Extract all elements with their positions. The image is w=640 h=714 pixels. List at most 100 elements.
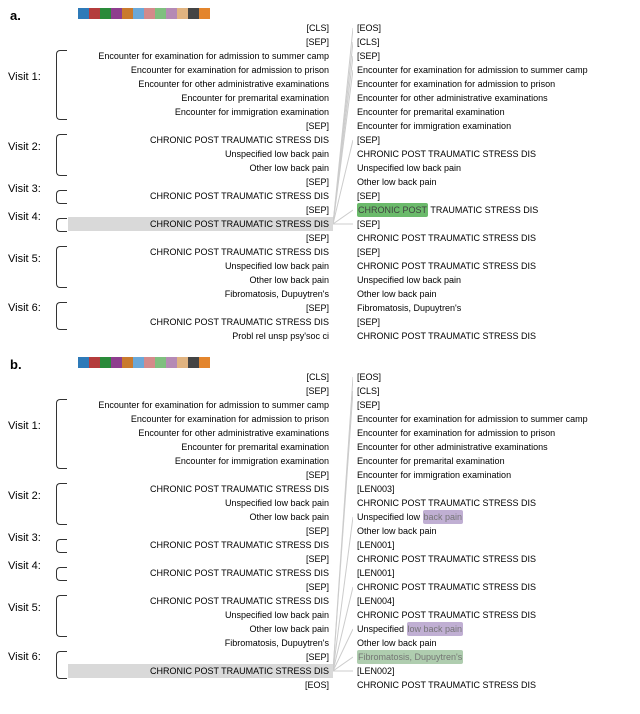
token-row: Encounter for examination for admission … [68,412,333,426]
attention-lines [333,370,353,692]
token-row: Other low back pain [353,287,598,301]
palette-swatch [166,8,177,19]
token-row: [SEP] [68,175,333,189]
visit-label: Visit 3: [8,532,41,544]
token-row: Other low back pain [68,510,333,524]
palette-swatch [177,357,188,368]
visit-label: Visit 1: [8,71,41,83]
token-row: [CLS] [68,21,333,35]
palette-swatch [111,8,122,19]
palette-swatch [100,8,111,19]
panel: b.Visit 1:Visit 2:Visit 3:Visit 4:Visit … [8,357,632,692]
visit-label: Visit 5: [8,253,41,265]
columns: Visit 1:Visit 2:Visit 3:Visit 4:Visit 5:… [8,21,632,343]
token-row: [SEP] [353,189,598,203]
token-row: Encounter for premarital examination [353,105,598,119]
palette-strip [78,357,632,368]
token-row: [SEP] [68,35,333,49]
visit-bracket [56,50,67,120]
token-row: CHRONIC POST TRAUMATIC STRESS DIS [68,217,333,231]
token-row: [SEP] [353,49,598,63]
token-row: CHRONIC POST TRAUMATIC STRESS DIS [353,231,598,245]
palette-swatch [177,8,188,19]
token-row: Unspecified low back pain [68,608,333,622]
right-token-column: [EOS][CLS][SEP]Encounter for examination… [353,370,598,692]
token-row: CHRONIC POST TRAUMATIC STRESS DIS [353,147,598,161]
token-row: [SEP] [353,217,598,231]
token-row: [LEN003] [353,482,598,496]
visit-bracket [56,302,67,330]
token-row: Fibromatosis, Dupuytren's [353,301,598,315]
token-row: [SEP] [68,650,333,664]
token-row: [CLS] [353,384,598,398]
token-row: Encounter for immigration examination [353,468,598,482]
palette-swatch [199,357,210,368]
token-row: Fibromatosis, Dupuytren's [68,287,333,301]
attention-highlight: back pain [423,510,464,524]
visit-label: Visit 4: [8,560,41,572]
palette-swatch [78,357,89,368]
palette-swatch [199,8,210,19]
left-token-column: [CLS][SEP]Encounter for examination for … [68,370,333,692]
token-row: CHRONIC POST TRAUMATIC STRESS DIS [68,566,333,580]
token-row: Encounter for examination for admission … [68,63,333,77]
palette-swatch [100,357,111,368]
token-row: [SEP] [353,245,598,259]
token-row: [SEP] [68,468,333,482]
token-row: CHRONIC POST TRAUMATIC STRESS DIS [68,133,333,147]
token-row: Encounter for other administrative exami… [353,440,598,454]
token-row: Encounter for premarital examination [353,454,598,468]
attention-highlight: low back pain [407,622,464,636]
token-row: Other low back pain [353,524,598,538]
visit-bracket [56,218,67,232]
token-row: CHRONIC POST TRAUMATIC STRESS DIS [353,203,598,217]
visit-labels: Visit 1:Visit 2:Visit 3:Visit 4:Visit 5:… [8,370,68,692]
token-row: [SEP] [68,524,333,538]
token-row: [SEP] [68,552,333,566]
panel: a.Visit 1:Visit 2:Visit 3:Visit 4:Visit … [8,8,632,343]
token-row: Encounter for premarital examination [68,91,333,105]
token-row: [SEP] [68,203,333,217]
visit-bracket [56,483,67,525]
token-row: [SEP] [68,231,333,245]
palette-swatch [188,8,199,19]
token-row: CHRONIC POST TRAUMATIC STRESS DIS [353,259,598,273]
visit-label: Visit 3: [8,183,41,195]
visit-label: Visit 2: [8,490,41,502]
token-row: Encounter for premarital examination [68,440,333,454]
token-row: Unspecified low back pain [68,496,333,510]
palette-strip [78,8,632,19]
token-row: Fibromatosis, Dupuytren's [353,650,598,664]
token-row: Encounter for other administrative exami… [68,426,333,440]
token-row: Probl rel unsp psy'soc ci [68,329,333,343]
token-row: [LEN001] [353,538,598,552]
visit-bracket [56,190,67,204]
palette-swatch [144,8,155,19]
token-row: Encounter for other administrative exami… [68,77,333,91]
token-row: Encounter for examination for admission … [353,412,598,426]
palette-swatch [111,357,122,368]
token-row: CHRONIC POST TRAUMATIC STRESS DIS [68,594,333,608]
visit-bracket [56,246,67,288]
palette-swatch [155,8,166,19]
token-row: Encounter for immigration examination [68,454,333,468]
palette-swatch [166,357,177,368]
palette-swatch [122,8,133,19]
token-row: Encounter for other administrative exami… [353,91,598,105]
palette-swatch [78,8,89,19]
visit-bracket [56,539,67,553]
token-row: [SEP] [353,398,598,412]
visit-label: Visit 2: [8,141,41,153]
token-row: Other low back pain [353,175,598,189]
attention-highlight: Fibromatosis, Dupuytren's [357,650,463,664]
token-row: Unspecified low back pain [68,259,333,273]
token-row: Other low back pain [353,636,598,650]
token-row: [SEP] [68,384,333,398]
visit-label: Visit 6: [8,651,41,663]
token-row: Unspecified low back pain [353,510,598,524]
token-row: [EOS] [68,678,333,692]
token-row: [SEP] [68,580,333,594]
token-row: [LEN002] [353,664,598,678]
token-row: Encounter for immigration examination [353,119,598,133]
token-row: Encounter for examination for admission … [68,49,333,63]
